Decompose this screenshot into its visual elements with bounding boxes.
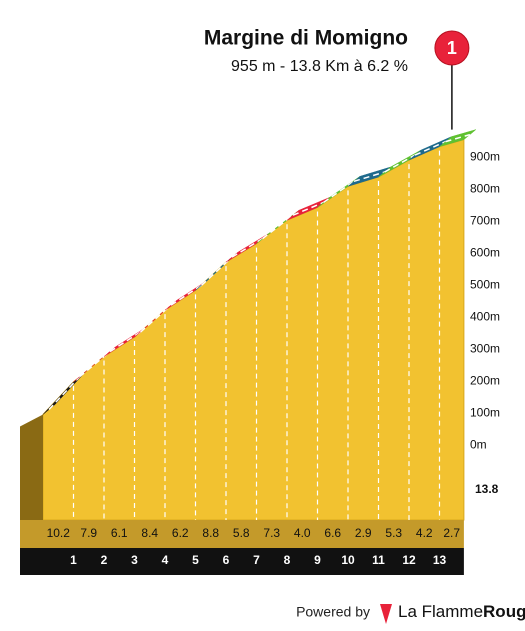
km-label: 6 [223, 553, 230, 567]
center-dash [445, 133, 471, 143]
center-dash [109, 331, 141, 353]
chart-title: Margine di Momigno [204, 27, 408, 50]
y-tick-label: 300m [470, 341, 500, 355]
gradient-label: 2.7 [443, 526, 460, 540]
y-tick-label: 800m [470, 181, 500, 195]
gradient-label: 8.8 [202, 526, 219, 540]
center-dash [170, 284, 202, 306]
gradient-label: 6.1 [111, 526, 128, 540]
km-label: 7 [253, 553, 260, 567]
km-label: 10 [341, 553, 355, 567]
y-tick-label: 0m [470, 437, 487, 451]
gradient-label: 10.2 [47, 526, 71, 540]
center-dash [384, 154, 416, 173]
km-label: 2 [101, 553, 108, 567]
km-label: 8 [284, 553, 291, 567]
footer-powered: Powered by [296, 604, 370, 620]
gradient-strip [20, 520, 464, 548]
y-tick-label: 900m [470, 149, 500, 163]
y-tick-label: 700m [470, 213, 500, 227]
marker-label: 1 [447, 38, 457, 58]
y-tick-label: 500m [470, 277, 500, 291]
y-tick-label: 200m [470, 373, 500, 387]
km-label: 13 [433, 553, 447, 567]
gradient-label: 2.9 [355, 526, 372, 540]
km-label: 5 [192, 553, 199, 567]
km-label: 3 [131, 553, 138, 567]
footer-brand: La FlammeRouge [398, 602, 525, 621]
center-dash [48, 376, 81, 410]
gradient-label: 7.9 [80, 526, 97, 540]
gradient-label: 5.8 [233, 526, 250, 540]
profile-area [42, 138, 465, 521]
gradient-label: 8.4 [141, 526, 158, 540]
y-tick-label: 400m [470, 309, 500, 323]
gradient-label: 7.3 [263, 526, 280, 540]
chart-subtitle: 955 m - 13.8 Km à 6.2 % [231, 58, 408, 75]
logo-icon [380, 604, 392, 624]
km-label: 9 [314, 553, 321, 567]
km-strip [20, 548, 464, 575]
center-dash [323, 180, 355, 204]
center-dash [292, 201, 324, 216]
marker [434, 30, 470, 66]
gradient-label: 6.6 [324, 526, 341, 540]
brand-part: Rouge [483, 602, 525, 621]
center-dash [414, 140, 446, 156]
brand-part: La Flamme [398, 602, 483, 621]
gradient-label: 6.2 [172, 526, 189, 540]
center-dash [262, 214, 294, 240]
km-label: 12 [402, 553, 416, 567]
gradient-label: 4.2 [416, 526, 433, 540]
km-label: 1 [70, 553, 77, 567]
center-dash [231, 237, 263, 258]
km-label: 4 [162, 553, 169, 567]
y-tick-label: 100m [470, 405, 500, 419]
center-dash [353, 171, 385, 183]
gradient-label: 4.0 [294, 526, 311, 540]
km-label: 13.8 [475, 482, 499, 496]
km-label: 11 [372, 553, 385, 567]
side-face [20, 414, 43, 548]
gradient-label: 5.3 [385, 526, 402, 540]
y-tick-label: 600m [470, 245, 500, 259]
